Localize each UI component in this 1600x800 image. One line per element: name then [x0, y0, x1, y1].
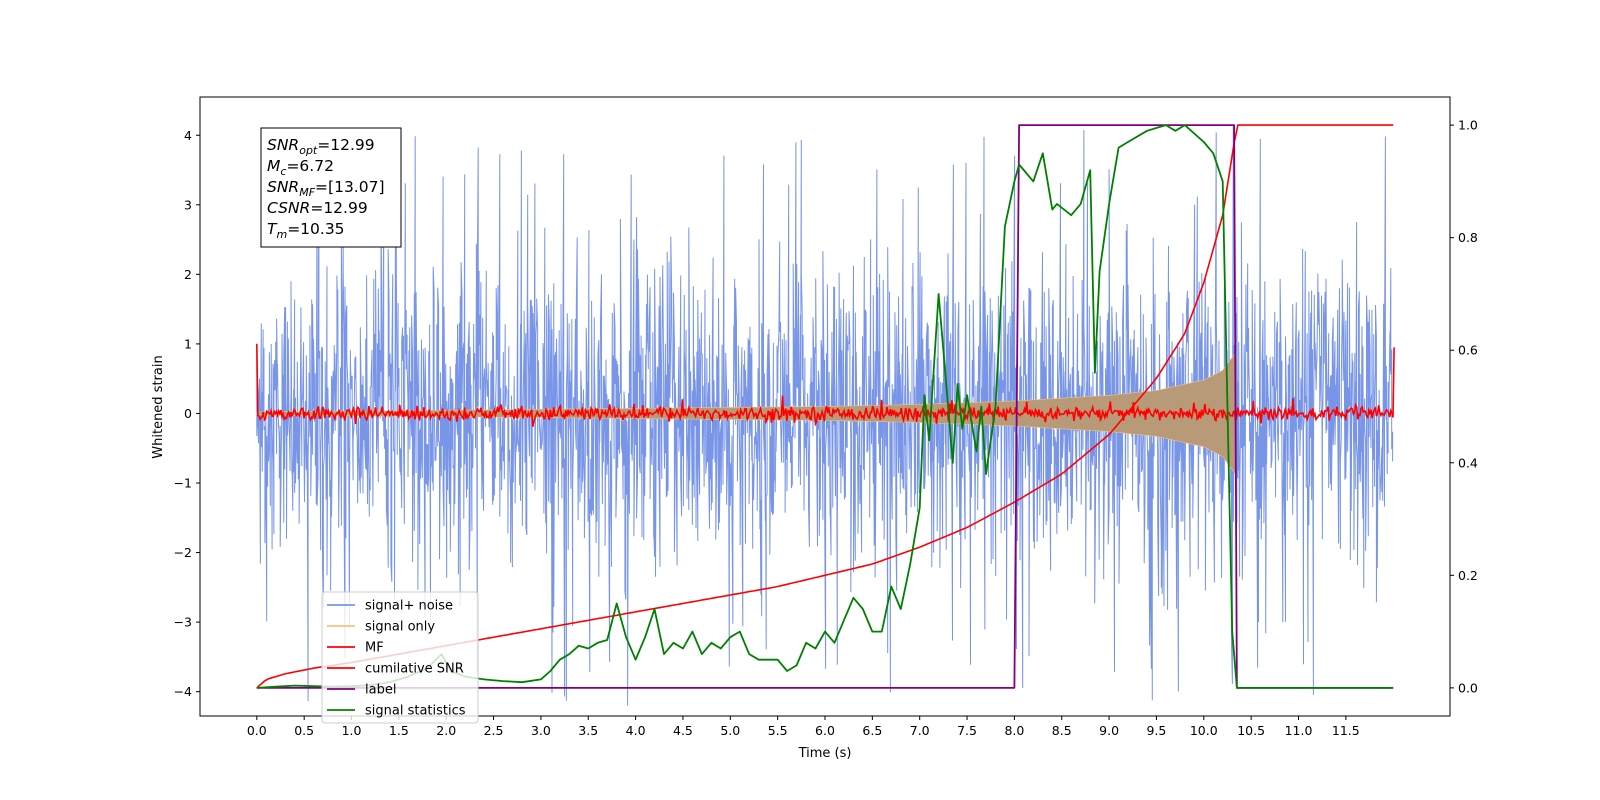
y-tick-label: −2: [174, 545, 192, 560]
x-tick-label: 6.0: [815, 723, 835, 738]
y-tick-label: 0: [184, 406, 192, 421]
y-tick-label: −1: [174, 476, 192, 491]
x-tick-label: 11.0: [1285, 723, 1313, 738]
legend-entry: signal+ noise: [365, 599, 453, 614]
annotation-line: CSNR=12.99: [267, 199, 368, 217]
x-tick-label: 4.0: [626, 723, 646, 738]
y-tick-label: 3: [184, 197, 192, 212]
x-axis: 0.0 0.5 1.0 1.5 2.0 2.5 3.0 3.5 4.0 4.5 5.0 5.5 6.0 6…: [247, 716, 1360, 738]
legend: signal+ noise signal only MF cumilative SNR…: [321, 591, 479, 724]
x-tick-label: 3.0: [531, 723, 551, 738]
x-tick-label: 6.5: [862, 723, 882, 738]
x-tick-label: 11.5: [1332, 723, 1360, 738]
y2-tick-label: 1.0: [1458, 118, 1478, 133]
x-tick-label: 1.0: [342, 723, 362, 738]
x-tick-label: 5.5: [768, 723, 788, 738]
x-tick-label: 2.0: [436, 723, 456, 738]
annotation-line: Mc=6.72: [267, 157, 334, 178]
y-tick-label: 4: [184, 128, 192, 143]
x-tick-label: 8.0: [1004, 723, 1024, 738]
legend-entry: label: [365, 683, 396, 698]
legend-entry: cumilative SNR: [365, 662, 464, 677]
legend-entry: MF: [365, 641, 384, 656]
legend-entry: signal statistics: [365, 704, 466, 719]
y2-tick-label: 0.0: [1458, 680, 1478, 695]
x-tick-label: 1.5: [389, 723, 409, 738]
series-signal-statistics: [256, 124, 1394, 689]
y2-tick-label: 0.4: [1458, 455, 1478, 470]
x-tick-label: 9.5: [1146, 723, 1166, 738]
legend-frame: [321, 591, 479, 724]
x-tick-label: 7.5: [957, 723, 977, 738]
y-tick-label: −3: [174, 615, 192, 630]
x-tick-label: 2.5: [484, 723, 504, 738]
x-tick-label: 10.5: [1237, 723, 1265, 738]
y-tick-label: 1: [184, 336, 192, 351]
y-axis-left: −4 −3 −2 −1 0 1 2 3 4: [174, 128, 200, 699]
x-tick-label: 4.5: [673, 723, 693, 738]
annotation-frame: [260, 127, 402, 248]
plot-area: [256, 124, 1395, 706]
x-tick-label: 5.0: [720, 723, 740, 738]
x-tick-label: 8.5: [1052, 723, 1072, 738]
x-tick-label: 0.0: [247, 723, 267, 738]
y-tick-label: −4: [174, 684, 192, 699]
y2-tick-label: 0.2: [1458, 568, 1478, 583]
x-tick-label: 7.0: [910, 723, 930, 738]
annotation-line: SNRopt=12.99: [267, 136, 375, 157]
y-axis-right: 0.0 0.2 0.4 0.6 0.8 1.0: [1450, 118, 1478, 695]
x-tick-label: 9.0: [1099, 723, 1119, 738]
x-tick-label: 10.0: [1190, 723, 1218, 738]
y-axis-label: Whitened strain: [151, 355, 166, 458]
y2-tick-label: 0.6: [1458, 343, 1478, 358]
legend-entry: signal only: [365, 620, 435, 635]
x-axis-label: Time (s): [798, 746, 852, 761]
y-tick-label: 2: [184, 267, 192, 282]
annotation-line: Tm=10.35: [267, 220, 345, 241]
y2-tick-label: 0.8: [1458, 230, 1478, 245]
annotation-box: SNRopt=12.99Mc=6.72SNRMF=[13.07]CSNR=12.…: [260, 127, 402, 248]
x-tick-label: 0.5: [294, 723, 314, 738]
x-tick-label: 3.5: [578, 723, 598, 738]
annotation-line: SNRMF=[13.07]: [267, 178, 385, 199]
series-mf: [256, 343, 1395, 427]
